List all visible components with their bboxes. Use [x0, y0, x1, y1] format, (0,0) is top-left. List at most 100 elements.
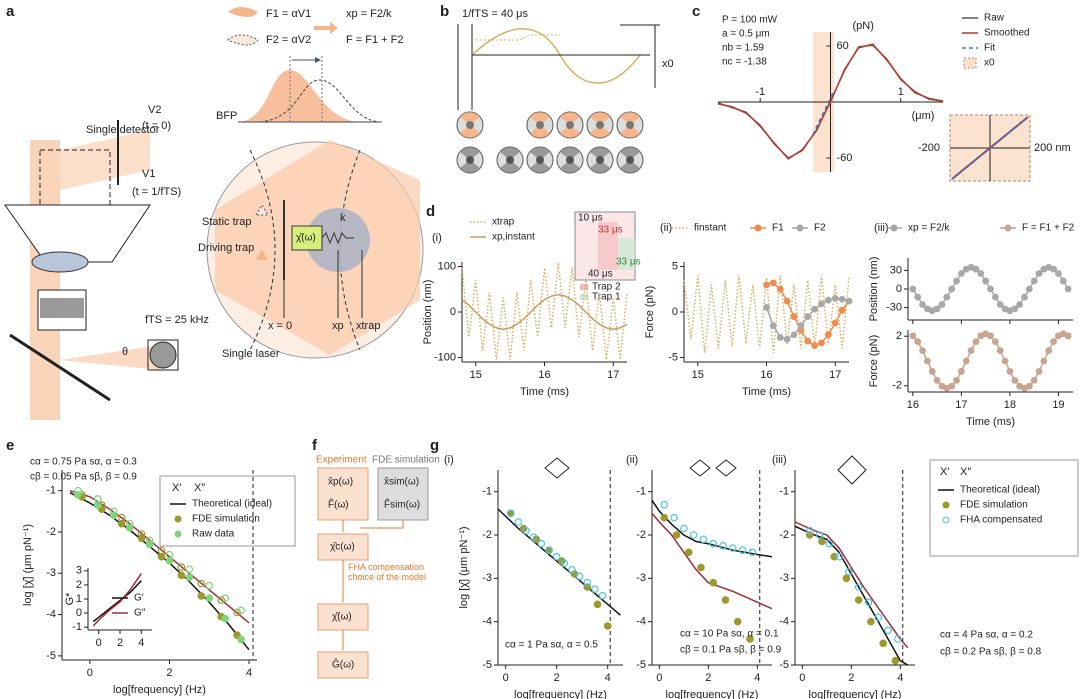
data-point	[1064, 285, 1072, 293]
data-point	[1011, 305, 1019, 313]
swatch	[580, 284, 588, 290]
y-tick-label: -2	[636, 529, 646, 541]
x-tick-label: -1	[755, 86, 765, 98]
x-axis-label: log[frequency] (Hz)	[666, 689, 759, 699]
legend-label: FHA compensated	[960, 515, 1042, 526]
box	[317, 651, 369, 679]
waveform	[471, 28, 641, 84]
panel-f: Experiment FDE simulation x̂p(ω) F̂(ω) x…	[316, 455, 440, 679]
label: fTS = 25 kHz	[145, 314, 209, 326]
x-axis-label: log[frequency] (Hz)	[514, 689, 607, 699]
beam	[30, 140, 60, 420]
data-point	[977, 270, 985, 277]
data-point	[972, 265, 980, 273]
sub-label: (i)	[432, 232, 442, 244]
y-tick-label: -3	[636, 572, 646, 584]
data-point	[783, 335, 791, 343]
data-point	[972, 338, 980, 346]
x-tick-label: 2	[554, 672, 560, 684]
data-ring	[74, 486, 82, 495]
legend-header: X″	[960, 466, 971, 478]
arrow	[342, 520, 404, 532]
data-point	[933, 305, 941, 313]
data-point	[1030, 277, 1038, 285]
data-point	[776, 285, 784, 293]
y-tick-label: -3	[482, 572, 492, 584]
y-tick-label: -5	[46, 650, 56, 662]
box	[317, 603, 369, 631]
x-tick-label: 2	[705, 672, 711, 684]
data-ring	[506, 509, 515, 518]
data-ring	[157, 546, 166, 555]
bead-icon	[596, 156, 604, 164]
x-tick-label: 19	[1052, 399, 1064, 411]
element-box	[291, 225, 323, 251]
panel-label: b	[440, 3, 449, 20]
annotation: cα = 4 Pa sα, α = 0.2	[940, 630, 1033, 641]
label: BFP	[216, 110, 237, 122]
x-tick-label: 15	[470, 369, 482, 381]
legend-swatch	[942, 516, 950, 524]
beam	[60, 345, 160, 370]
data-point	[845, 297, 853, 305]
legend-header: X′	[940, 466, 949, 478]
legend-label: F1	[772, 223, 784, 234]
lens	[31, 251, 89, 273]
data-ring	[864, 598, 873, 606]
data-point	[919, 301, 926, 308]
data-point	[996, 301, 1004, 308]
data-point	[593, 600, 602, 609]
data-ring	[729, 544, 737, 552]
data-point	[1006, 368, 1014, 375]
data-point	[811, 342, 819, 350]
label: x0	[662, 58, 674, 70]
data-point	[987, 285, 994, 293]
model-icon	[544, 457, 570, 479]
data-point	[1025, 285, 1033, 293]
legend-swatch	[174, 530, 182, 538]
bead	[306, 208, 370, 272]
data-ring	[185, 565, 194, 573]
data-ring	[165, 550, 174, 559]
data-point	[957, 270, 965, 277]
data-ring	[197, 579, 206, 588]
legend-label: G″	[134, 608, 146, 619]
inset	[598, 222, 618, 270]
x-tick-label: 17	[955, 399, 967, 411]
x-tick-label: 17	[607, 369, 619, 381]
panel-label: g	[430, 437, 439, 454]
data-ring	[591, 585, 599, 593]
data-point	[824, 296, 832, 304]
annotation: cβ = 0.05 Pa sβ, β = 0.9	[30, 472, 137, 483]
waveform	[472, 34, 560, 41]
data-ring	[94, 495, 102, 503]
data-ring	[514, 518, 523, 526]
label: 40 μs	[588, 269, 613, 280]
series-line	[461, 293, 628, 331]
data-point	[1030, 376, 1038, 384]
y-axis-label: log [χ̂] (μm pN⁻¹)	[22, 524, 34, 606]
y-tick-label: -1	[482, 486, 492, 498]
data-point	[938, 301, 946, 308]
series-line	[812, 90, 835, 136]
y-tick-label: -5	[482, 659, 492, 671]
y-tick-label: 100	[438, 260, 456, 272]
y-tick-label: 0	[450, 306, 456, 318]
legend-label: Raw data	[192, 529, 235, 540]
objective	[4, 204, 151, 263]
x-tick-label: 0	[656, 672, 662, 684]
y-axis-label: Force (pN)	[644, 286, 656, 339]
data-point	[867, 617, 875, 626]
data-point	[831, 319, 839, 327]
label: 1/fTS = 40 μs	[462, 8, 528, 20]
y-tick-label: -1	[72, 621, 82, 633]
data-point	[1001, 357, 1009, 365]
legend-label: Raw	[984, 13, 1005, 24]
panel-label: d	[426, 203, 435, 220]
legend-label: Fit	[984, 43, 995, 54]
series-line	[651, 499, 773, 558]
data-point	[733, 617, 742, 626]
data-point	[1059, 277, 1067, 285]
legend-blob	[228, 7, 258, 17]
y-tick-label: 0	[76, 607, 82, 619]
